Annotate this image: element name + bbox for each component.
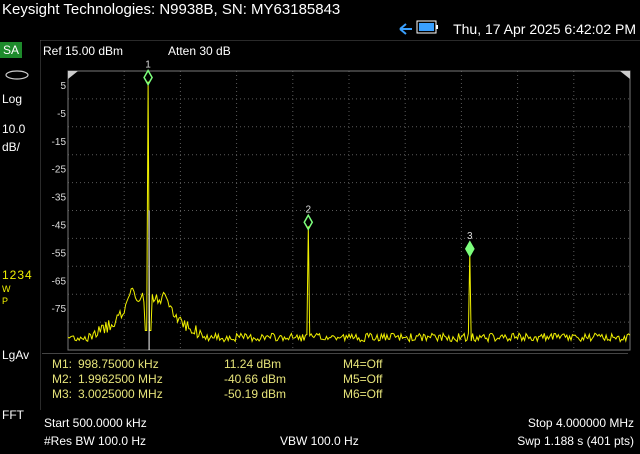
scale-value: 10.0 (2, 122, 26, 136)
ref-corner-right (620, 71, 630, 79)
y-tick-label: -55 (52, 248, 67, 259)
detector-mode: LgAv (2, 348, 30, 362)
m2-frequency: 1.9962500 MHz (78, 372, 163, 386)
trace-write: W (2, 284, 11, 294)
m1-level: 11.24 dBm (224, 357, 282, 371)
spectrum-trace (67, 81, 631, 350)
y-axis-ticks: 5 -5 -15 -25 -35 -45 -55 -65 -75 (52, 81, 67, 315)
graticule-border (67, 70, 631, 351)
datetime: Thu, 17 Apr 2025 6:42:02 PM (453, 21, 636, 37)
marker-diamond (464, 240, 475, 258)
sweep-time[interactable]: Swp 1.188 s (401 pts) (517, 434, 634, 448)
y-tick-label: -15 (52, 137, 67, 148)
y-tick-label: -75 (52, 304, 67, 315)
marker-table (42, 353, 628, 405)
res-bw[interactable]: #Res BW 100.0 Hz (44, 434, 147, 448)
y-tick-label: -25 (52, 165, 67, 176)
y-tick-label: 5 (60, 81, 66, 92)
trace-peak: P (2, 296, 9, 306)
attenuation[interactable]: Atten 30 dB (168, 44, 231, 58)
m2-level: -40.66 dBm (224, 372, 287, 386)
m2-label: M2: (52, 372, 73, 386)
stop-frequency[interactable]: Stop 4.000000 MHz (527, 416, 634, 430)
ref-corner-left (68, 71, 78, 79)
marker-diamond (143, 68, 153, 87)
trace-numbers: 1234 (2, 268, 33, 282)
start-frequency[interactable]: Start 500.0000 kHz (44, 416, 147, 430)
ref-level[interactable]: Ref 15.00 dBm (43, 44, 124, 58)
marker-diamond (303, 213, 314, 231)
marker-outline-icon (4, 68, 30, 86)
marker-3: 3 (464, 231, 475, 258)
title-bar (0, 0, 640, 40)
marker-number: 2 (305, 204, 311, 215)
marker-2: 2 (303, 204, 314, 231)
trace-line (67, 81, 631, 344)
m3-level: -50.19 dBm (224, 387, 287, 401)
vbw[interactable]: VBW 100.0 Hz (280, 434, 359, 448)
scale-type: Log (2, 92, 23, 106)
marker-number: 3 (467, 231, 473, 242)
m6-status: M6=Off (343, 387, 383, 401)
y-tick-label: -65 (52, 276, 67, 287)
y-tick-label: -5 (57, 109, 66, 120)
y-tick-label: -35 (52, 193, 67, 204)
fft-label: FFT (2, 408, 24, 422)
battery-icon (416, 20, 438, 34)
marker-group: 1 2 3 (143, 59, 475, 258)
y-tick-label: -45 (52, 220, 67, 231)
spectrum-plot[interactable]: 5 -5 -15 -25 -35 -45 -55 -65 -75 1 2 3 (40, 40, 640, 410)
m5-status: M5=Off (343, 372, 383, 386)
scale-unit: dB/ (2, 140, 21, 154)
usb-icon (399, 23, 412, 35)
plot-grid (68, 71, 630, 350)
m4-status: M4=Off (343, 357, 383, 371)
m1-label: M1: (52, 357, 73, 371)
instrument-title: Keysight Technologies: N9938B, SN: MY631… (2, 1, 341, 18)
status-icons (398, 20, 438, 38)
marker-number: 1 (145, 59, 151, 70)
marker-1: 1 (143, 59, 153, 87)
plot-frame (40, 40, 640, 410)
m3-label: M3: (52, 387, 73, 401)
m3-frequency: 3.0025000 MHz (78, 387, 163, 401)
mode-badge[interactable]: SA (0, 42, 22, 58)
m1-frequency: 998.75000 kHz (78, 357, 159, 371)
